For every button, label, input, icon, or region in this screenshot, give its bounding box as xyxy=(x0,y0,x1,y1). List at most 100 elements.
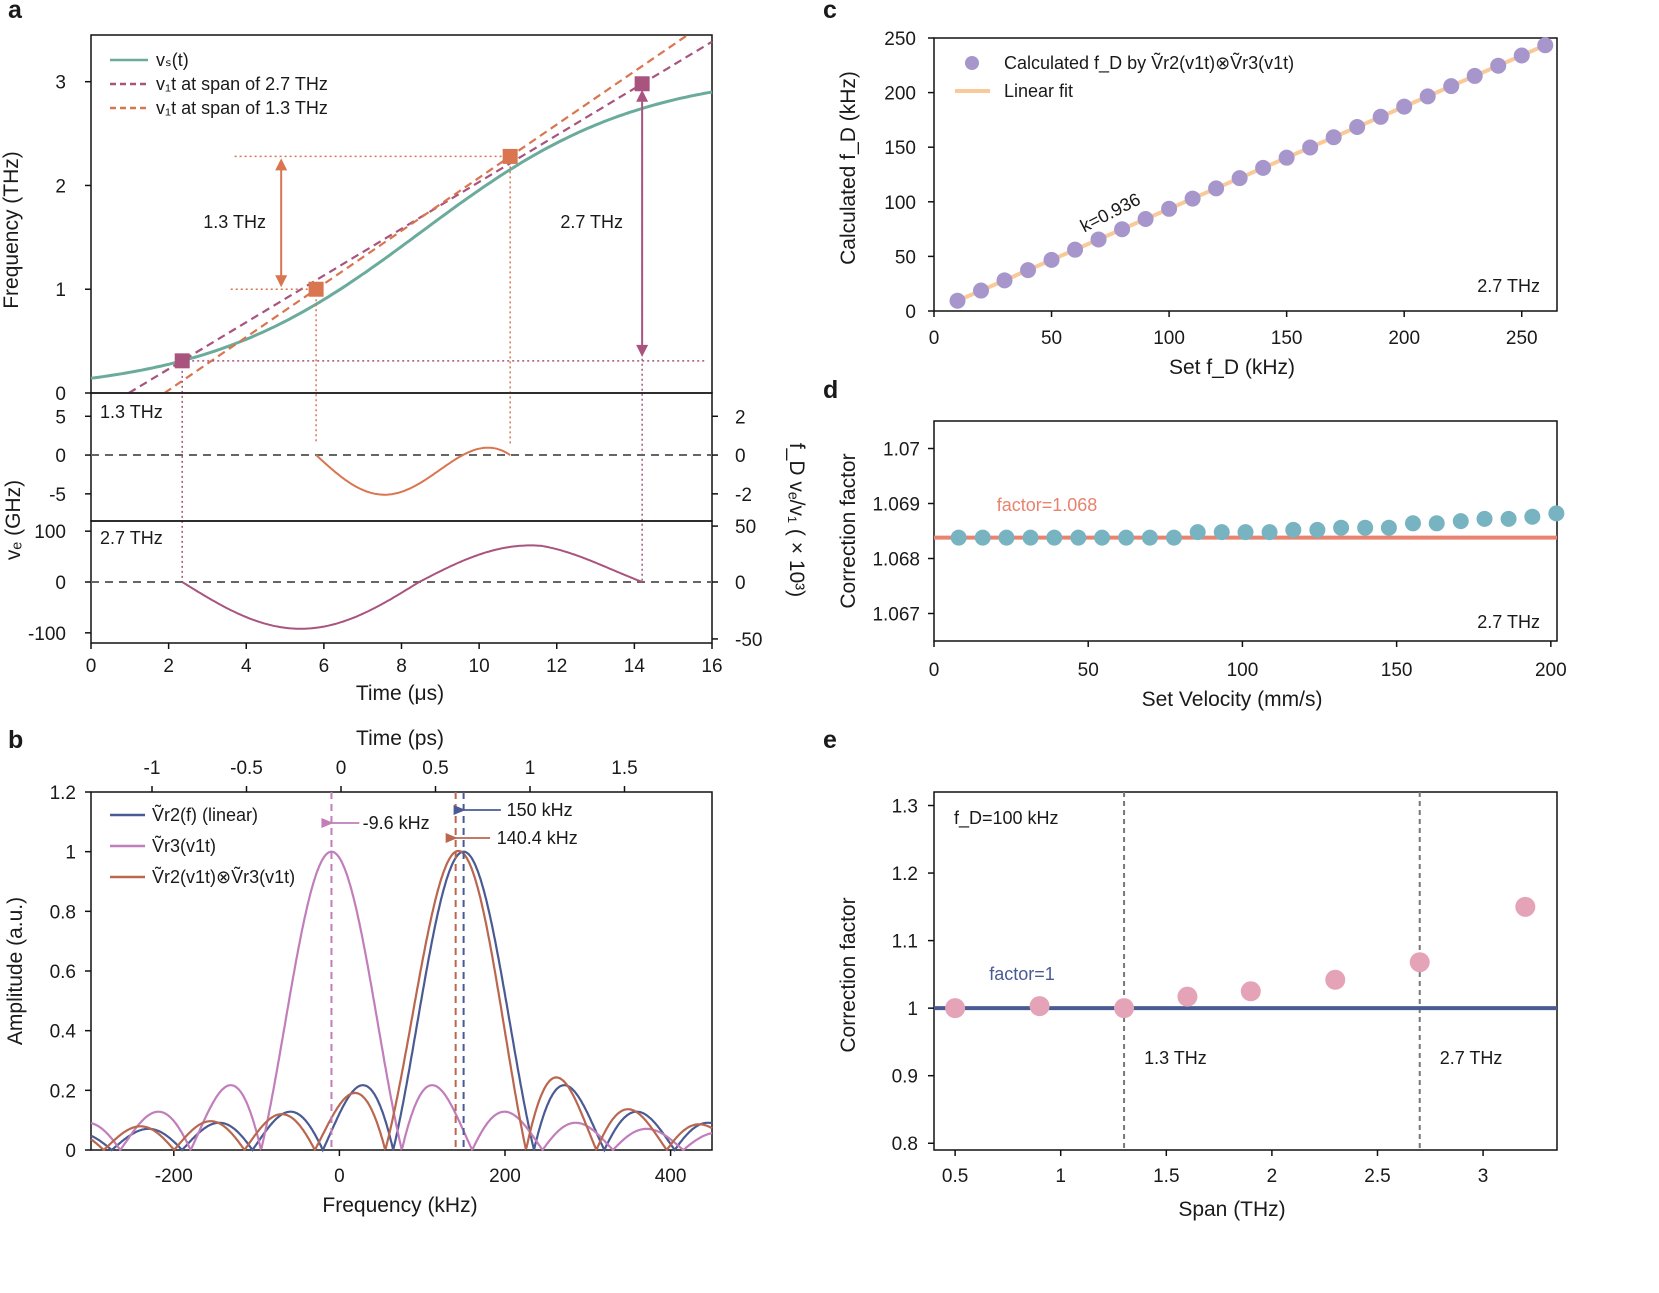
panel-d-xtick-label: 100 xyxy=(1227,660,1259,681)
spectrum-series-1 xyxy=(90,850,713,1153)
correction-factor-point xyxy=(1380,519,1397,536)
calculated-fd-point xyxy=(1184,190,1201,207)
panel-d-xtick-label: 200 xyxy=(1535,660,1567,681)
legend-b-entry: Ṽr2(f) (linear) xyxy=(152,804,258,825)
panel-c-span-label: 2.7 THz xyxy=(1477,276,1540,296)
mid-ytick-right: -2 xyxy=(735,485,752,506)
legend-c-marker xyxy=(965,56,979,70)
calculated-fd-point xyxy=(973,282,990,299)
panel-e-xtick-label: 1.5 xyxy=(1153,1166,1179,1187)
correction-factor-point xyxy=(1213,524,1230,541)
panel-a-xtick-label: 14 xyxy=(624,656,646,677)
panel-d-ytick-label: 1.068 xyxy=(872,550,920,571)
bottom-ytick-right: 0 xyxy=(735,573,746,594)
panel-c-ytick-label: 200 xyxy=(884,84,916,105)
correction-factor-point xyxy=(1094,529,1111,546)
panel-c-ytick-label: 50 xyxy=(895,247,916,268)
arrow-2.7-head-up xyxy=(636,89,649,102)
correction-factor-point xyxy=(1070,529,1087,546)
calculated-fd-point xyxy=(1137,211,1154,228)
legend-b-entry: Ṽr3(v1t) xyxy=(152,835,216,856)
legend-a-entry: v₁t at span of 1.3 THz xyxy=(156,98,328,118)
panel-b-ytick-label: 0.8 xyxy=(50,902,76,923)
mid-ytick-left: 5 xyxy=(55,407,66,428)
label-1.3-thz: 1.3 THz xyxy=(203,212,266,232)
calculated-fd-point xyxy=(1161,200,1178,217)
correction-factor-point xyxy=(1476,510,1493,527)
panel-b-ytick-label: 0 xyxy=(65,1141,76,1162)
panel-c-xtick-label: 0 xyxy=(929,328,940,349)
span-correction-point xyxy=(1515,896,1536,917)
span-correction-point xyxy=(1177,986,1198,1007)
correction-factor-point xyxy=(1357,519,1374,536)
bottom-span-label: 2.7 THz xyxy=(100,528,163,548)
panel-a-xtick-label: 2 xyxy=(163,656,174,677)
correction-factor-point xyxy=(1452,513,1469,530)
panel-a-xtick-label: 8 xyxy=(396,656,407,677)
panel-e-ytick-label: 1.3 xyxy=(892,797,918,818)
legend-c-entry-2: Linear fit xyxy=(1004,81,1073,101)
bottom-ytick-left: -100 xyxy=(28,624,66,645)
calculated-fd-point xyxy=(1466,67,1483,84)
vs-curve xyxy=(90,90,713,380)
panel-c-xlabel: Set f_D (kHz) xyxy=(1169,356,1295,379)
span-correction-point xyxy=(1240,981,1261,1002)
panel-label-b: b xyxy=(8,726,23,754)
calculated-fd-point xyxy=(1020,262,1037,279)
panel-b-xtick-label: -200 xyxy=(155,1166,193,1187)
mid-ytick-left: -5 xyxy=(49,485,66,506)
correction-factor-point xyxy=(950,529,967,546)
panel-d-frame xyxy=(933,420,1558,642)
correction-factor-point xyxy=(998,529,1015,546)
calculated-fd-point xyxy=(1278,149,1295,166)
panel-a-ylabel-left: vₑ (GHz) xyxy=(2,480,25,560)
panel-d-xtick-label: 50 xyxy=(1078,660,1099,681)
panel-b-top-tick-label: 0 xyxy=(336,758,347,779)
panel-b-top-tick-label: 1 xyxy=(525,758,536,779)
correction-factor-point xyxy=(1165,529,1182,546)
span-vline-label-2: 2.7 THz xyxy=(1440,1048,1503,1068)
mid-ytick-right: 2 xyxy=(735,407,746,428)
panel-a-xlabel: Time (μs) xyxy=(356,682,444,705)
panel-a-ytick-label: 3 xyxy=(55,73,66,94)
bottom-ytick-left: 0 xyxy=(55,573,66,594)
marker-span-1.3 xyxy=(502,148,518,164)
panel-label-c: c xyxy=(823,0,837,24)
panel-a-mid-frame xyxy=(90,392,713,522)
legend-b-entry: Ṽr2(v1t)⊗Ṽr3(v1t) xyxy=(152,866,295,887)
arrow-150-head xyxy=(453,805,466,815)
panel-d-xlabel: Set Velocity (mm/s) xyxy=(1142,688,1323,711)
panel-b-ytick-label: 0.2 xyxy=(50,1081,76,1102)
annotation-neg9.6khz: -9.6 kHz xyxy=(363,813,430,833)
panel-e-ytick-label: 1 xyxy=(907,999,918,1020)
correction-factor-point xyxy=(1500,510,1517,527)
correction-factor-point xyxy=(1141,529,1158,546)
panel-a-xtick-label: 0 xyxy=(86,656,97,677)
span-vline-label-1: 1.3 THz xyxy=(1144,1048,1207,1068)
panel-c-xtick-label: 150 xyxy=(1271,328,1303,349)
panel-d-ytick-label: 1.069 xyxy=(872,495,920,516)
span-correction-point xyxy=(1114,998,1135,1019)
correction-factor-point xyxy=(1428,515,1445,532)
calculated-fd-point xyxy=(996,272,1013,289)
bottom-ytick-left: 100 xyxy=(34,522,66,543)
panel-d-ylabel: Correction factor xyxy=(837,453,860,608)
panel-a-ylabel-right: f_D vₑ/v₁ ( × 10³) xyxy=(785,443,808,597)
panel-b-top-tick-label: -1 xyxy=(144,758,161,779)
panel-b-xtick-label: 0 xyxy=(334,1166,345,1187)
panel-e-ytick-label: 1.1 xyxy=(892,932,918,953)
calculated-fd-point xyxy=(1513,47,1530,64)
panel-b-top-tick-label: -0.5 xyxy=(230,758,263,779)
calculated-fd-point xyxy=(1419,88,1436,105)
panel-e-xtick-label: 2 xyxy=(1267,1166,1278,1187)
panel-label-d: d xyxy=(823,376,838,404)
correction-factor-point xyxy=(1237,524,1254,541)
calculated-fd-point xyxy=(1443,78,1460,95)
marker-span-1.3 xyxy=(308,281,324,297)
calculated-fd-point xyxy=(1537,37,1554,54)
correction-factor-point xyxy=(1046,529,1063,546)
correction-factor-point xyxy=(1524,508,1541,525)
panel-e-ytick-label: 0.9 xyxy=(892,1067,918,1088)
label-2.7-thz: 2.7 THz xyxy=(560,212,623,232)
panel-b-xlabel: Frequency (kHz) xyxy=(322,1194,477,1217)
